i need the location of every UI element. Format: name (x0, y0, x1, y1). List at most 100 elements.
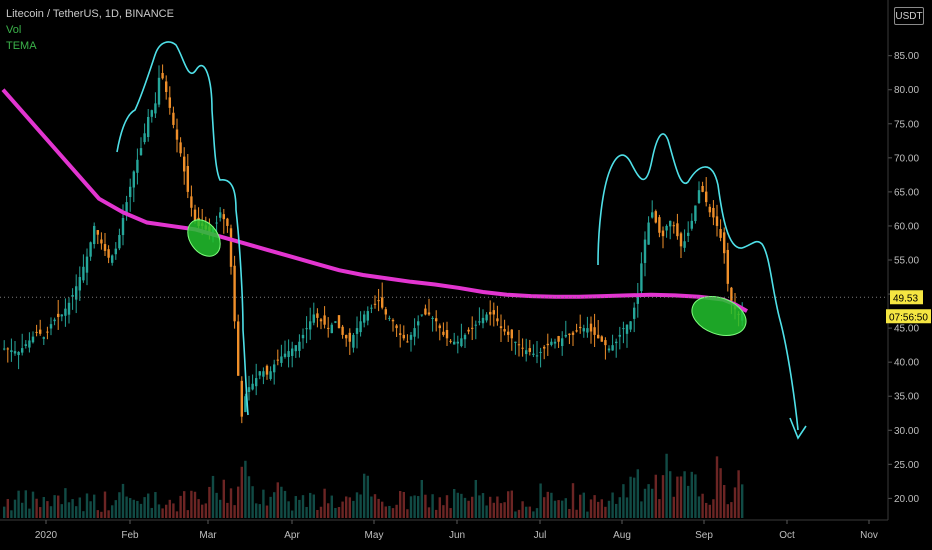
volume-bar (211, 475, 215, 518)
candle-body (53, 319, 56, 322)
volume-bar (334, 507, 337, 518)
candle-body (539, 351, 542, 353)
volume-bar (370, 496, 373, 518)
volume-bar (355, 492, 359, 518)
candle-body (154, 103, 157, 114)
volume-bar (319, 506, 323, 518)
candle-body (17, 351, 20, 356)
volume-bar (147, 493, 150, 518)
candle-body (143, 133, 146, 143)
volume-bar (93, 494, 96, 518)
candle-body (676, 223, 679, 237)
volume-bar (579, 494, 582, 518)
candle-body (615, 341, 618, 344)
volume-bar (435, 509, 438, 518)
candle-body (363, 314, 366, 323)
volume-bar (651, 488, 654, 518)
volume-bar (431, 494, 434, 518)
symbol-title[interactable]: Litecoin / TetherUS, 1D, BINANCE (6, 8, 174, 20)
candle-body (391, 319, 395, 322)
volume-bar (705, 502, 708, 518)
candle-body (586, 328, 589, 333)
volume-bar (283, 490, 287, 518)
candle-body (273, 364, 276, 373)
volume-bar (478, 495, 481, 518)
volume-bar (442, 505, 445, 518)
tema-indicator-label[interactable]: TEMA (6, 40, 37, 52)
candle-body (298, 341, 301, 351)
candle-body (283, 353, 287, 357)
candle-body (489, 311, 492, 315)
candle-body (503, 329, 506, 332)
volume-bar (672, 496, 675, 518)
candle-body (712, 207, 715, 218)
candle-body (618, 334, 621, 337)
candle-body (600, 336, 603, 342)
volume-bar (625, 497, 629, 518)
candle-body (96, 230, 99, 235)
candle-body (607, 348, 611, 351)
volume-bar (35, 498, 38, 518)
candle-body (438, 325, 441, 329)
candle-body (39, 329, 42, 334)
candle-body (301, 334, 305, 339)
candle-body (255, 378, 258, 387)
currency-button[interactable]: USDT (894, 7, 924, 25)
candle-body (474, 324, 477, 326)
candle-body (435, 318, 438, 322)
candle-body (557, 336, 560, 342)
volume-bar (402, 491, 405, 518)
candle-body (525, 350, 528, 355)
volume-bar (129, 498, 132, 518)
candle-body (460, 338, 463, 347)
volume-bar (17, 490, 20, 518)
candle-body (78, 277, 81, 291)
candle-body (3, 348, 6, 350)
last-price-badge (890, 290, 923, 305)
candle-body (449, 340, 452, 342)
candle-body (701, 185, 704, 192)
volume-bar (175, 511, 179, 518)
candle-body (125, 202, 128, 214)
volume-bar (67, 502, 71, 518)
volume-bar (521, 501, 524, 518)
candle-body (215, 222, 218, 224)
volume-bar (96, 510, 99, 518)
candle-body (67, 302, 71, 315)
volume-bar (409, 496, 413, 518)
tema-line (1, 88, 748, 313)
volume-bar (593, 495, 596, 518)
volume-bar (309, 492, 312, 518)
candle-body (294, 345, 297, 352)
volume-bar (222, 479, 225, 518)
candle-body (514, 341, 517, 343)
candle-body (478, 321, 481, 323)
candle-body (114, 248, 117, 255)
last-price-tag: 49.53 (890, 290, 923, 305)
candle-body (82, 266, 85, 281)
candles (3, 64, 744, 424)
candle-body (226, 218, 229, 226)
volume-bar (553, 500, 557, 518)
volume-bar (193, 491, 197, 518)
candle-body (150, 110, 153, 117)
vol-indicator-label[interactable]: Vol (6, 24, 22, 36)
x-tick-label: 2020 (35, 530, 58, 541)
volume-bar (312, 494, 315, 518)
volume-bar (604, 506, 607, 518)
head-shoulders-annotation-left (116, 41, 249, 416)
volume-bar (629, 476, 632, 518)
volume-bar (701, 493, 704, 518)
candle-body (550, 341, 553, 345)
y-tick-label: 20.00 (894, 494, 919, 505)
volume-bar (388, 505, 391, 518)
candle-body (561, 338, 564, 347)
volume-bar (262, 489, 265, 518)
volume-bar (186, 510, 189, 518)
candle-body (71, 295, 74, 297)
volume-bar (438, 497, 441, 518)
candle-body (651, 212, 654, 218)
y-tick-label: 40.00 (894, 358, 919, 369)
volume-bar (561, 500, 564, 518)
